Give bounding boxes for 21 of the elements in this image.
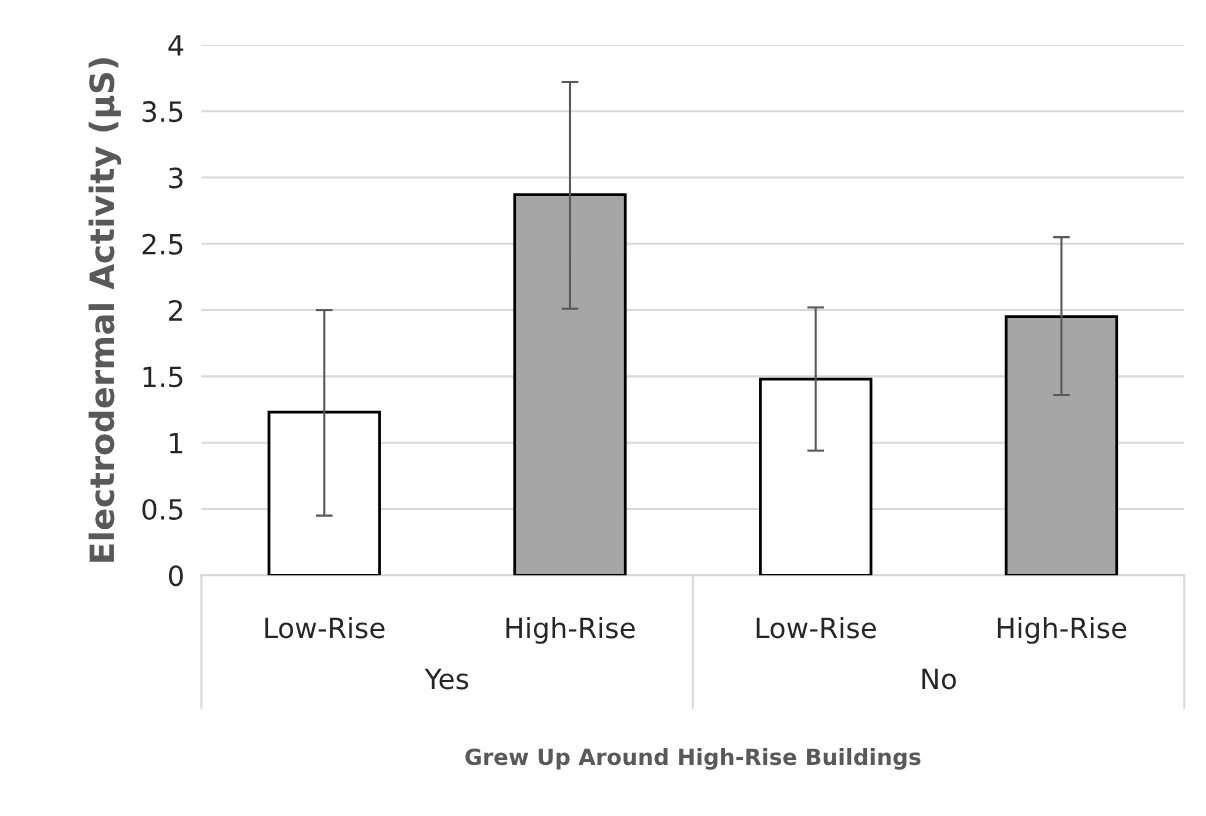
bar (1004, 315, 1119, 576)
bar (759, 377, 873, 576)
y-tick-label: 3.5 (142, 101, 183, 123)
y-tick-label: 2.5 (142, 233, 183, 255)
x-tick-label: High-Rise (997, 616, 1127, 644)
y-tick-label: 3 (169, 167, 183, 189)
x-axis-title: Grew Up Around High-Rise Buildings (465, 748, 921, 770)
y-tick-label: 4 (168, 35, 184, 56)
y-tick-label: 2 (169, 300, 182, 321)
text: Yes (424, 668, 469, 690)
text: No (922, 668, 956, 690)
y-tick-label: 0.5 (142, 498, 183, 520)
x-tick-label: High-Rise (506, 616, 635, 644)
bar (267, 410, 381, 576)
y-tick-label: 0 (168, 565, 183, 587)
x-tick-label: Low-Rise (756, 616, 876, 639)
bar (513, 193, 627, 576)
y-tick-label: 1 (170, 432, 183, 454)
y-axis-title: Electrodermal Activity (µS) (88, 58, 122, 562)
y-tick-label: 1.5 (143, 366, 183, 388)
x-tick-label: Low-Rise (265, 616, 385, 639)
